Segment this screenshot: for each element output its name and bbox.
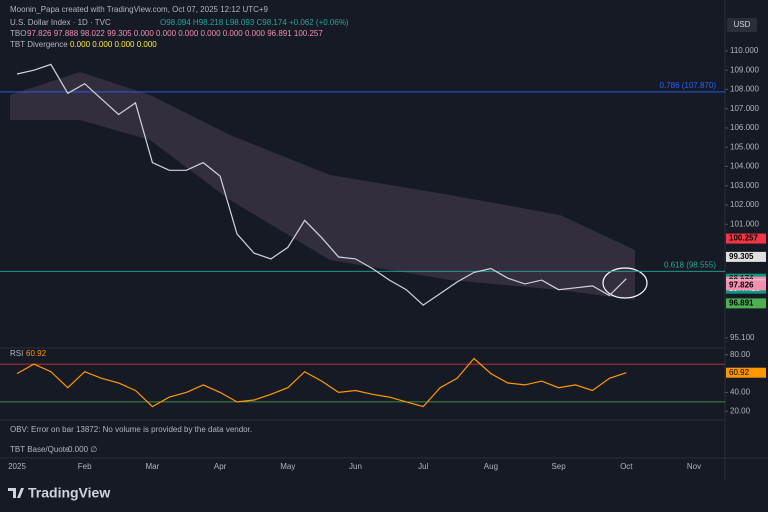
tbo-values: 97.826 97.888 98.022 99.305 0.000 0.000 … — [27, 29, 323, 38]
y-tick-label: 104.000 — [730, 162, 759, 171]
highlight-circle — [602, 267, 648, 299]
y-tick-label: 103.000 — [730, 181, 759, 190]
credit: Moonin_Papa created with TradingView.com… — [10, 5, 269, 14]
ohlc: O98.094 H98.218 L98.093 C98.174 +0.062 (… — [160, 18, 349, 27]
y-tick-label: 80.00 — [730, 350, 751, 359]
cloud — [10, 72, 635, 300]
currency[interactable]: USD — [734, 20, 751, 29]
x-tick-label: Jun — [349, 462, 362, 471]
y-tick-label: 108.000 — [730, 85, 759, 94]
brand-logo — [8, 488, 24, 498]
y-tick-label: 101.000 — [730, 219, 759, 228]
x-tick-label: Nov — [687, 462, 701, 471]
y-tick-label: 109.000 — [730, 65, 759, 74]
y-tick-label: 95.100 — [730, 333, 755, 342]
base-quote-values: 0.000 ∅ — [68, 445, 97, 454]
y-tick-label: 110.000 — [730, 46, 759, 55]
x-tick-label: 2025 — [8, 462, 26, 471]
tbt-values: 0.000 0.000 0.000 0.000 — [70, 40, 157, 49]
series-line — [16, 357, 627, 408]
x-tick-label: Feb — [78, 462, 92, 471]
x-tick-label: Oct — [620, 462, 633, 471]
symbol: U.S. Dollar Index · 1D · TVC — [10, 18, 111, 27]
price-badge — [726, 233, 766, 244]
price-badge — [726, 280, 766, 291]
series-line — [16, 63, 627, 306]
price-badge — [726, 298, 766, 309]
price-badge — [726, 251, 766, 262]
x-tick-label: Mar — [146, 462, 160, 471]
x-tick-label: Sep — [551, 462, 566, 471]
level-label: 0.786 (107.870) — [660, 81, 717, 90]
obv: OBV: Error on bar 13872: No volume is pr… — [10, 425, 252, 434]
x-tick-label: May — [280, 462, 295, 471]
y-tick-label: 107.000 — [730, 104, 759, 113]
price-badge-label: 96.891 — [729, 298, 754, 307]
y-tick-label: 20.00 — [730, 406, 751, 415]
x-tick-label: Jul — [418, 462, 428, 471]
price-badge-label: 99.305 — [729, 252, 754, 261]
tbo: TBO — [10, 29, 26, 38]
level-label: 0.618 (98.555) — [664, 260, 716, 269]
price-badge-label: 100.257 — [729, 234, 758, 243]
x-tick-label: Aug — [484, 462, 498, 471]
currency-button[interactable] — [727, 18, 757, 32]
y-tick-label: 102.000 — [730, 200, 759, 209]
pane-value: 60.92 — [26, 349, 47, 358]
brand: TradingView — [28, 485, 110, 501]
y-tick-label: 106.000 — [730, 123, 759, 132]
y-tick-label: 105.000 — [730, 142, 759, 151]
price-badge-label: 97.826 — [729, 280, 754, 289]
y-tick-label: 40.00 — [730, 388, 751, 397]
value-badge-label: 60.92 — [729, 368, 750, 377]
tbt: TBT Divergence — [10, 40, 68, 49]
pane-title: RSI — [10, 349, 23, 358]
base-quote: TBT Base/Quote — [10, 445, 70, 454]
value-badge — [726, 367, 766, 378]
x-tick-label: Apr — [214, 462, 227, 471]
